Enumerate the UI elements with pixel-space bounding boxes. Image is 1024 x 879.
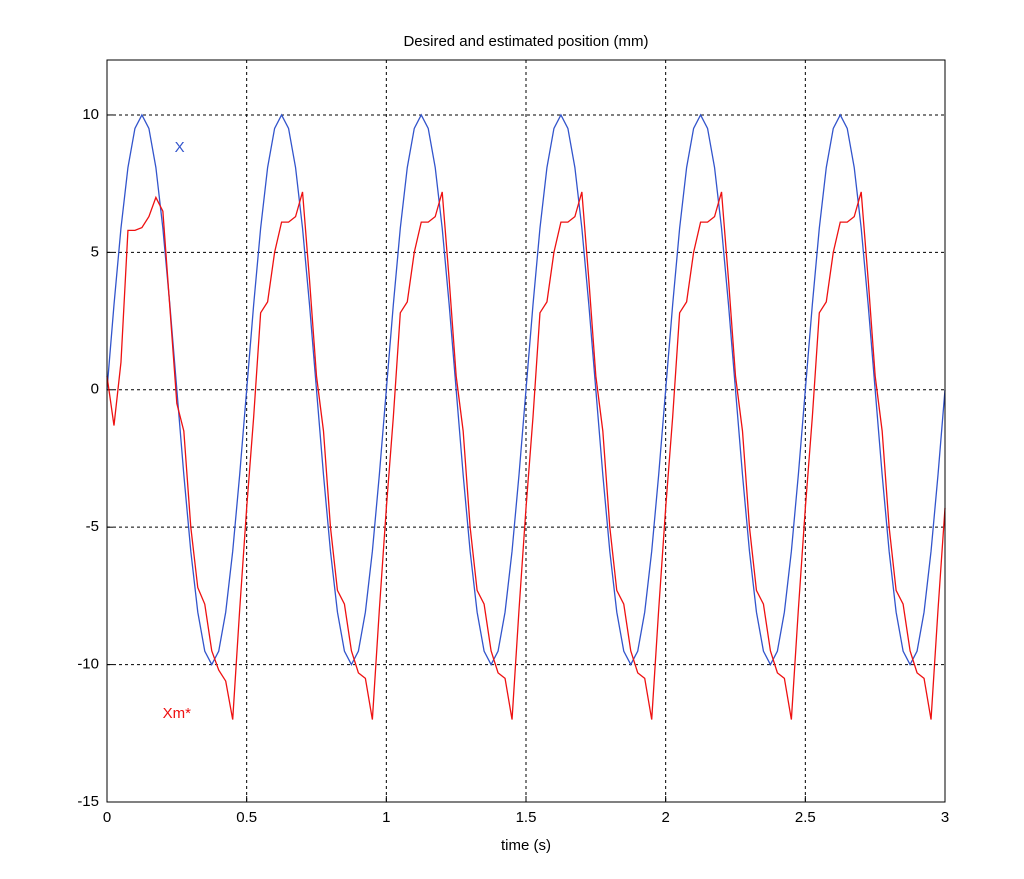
y-tick-label: 5 (91, 243, 99, 260)
x-tick-label: 2 (661, 809, 669, 826)
chart-title: Desired and estimated position (mm) (403, 33, 648, 50)
y-tick-label: -15 (77, 793, 99, 810)
x-tick-label: 0.5 (236, 809, 257, 826)
y-tick-label: -5 (86, 518, 99, 535)
x-tick-label: 0 (103, 809, 111, 826)
data-line (106, 191, 946, 720)
data-line (106, 113, 946, 667)
annotation: X (175, 139, 185, 156)
y-tick-label: 10 (82, 106, 99, 123)
x-tick-label: 2.5 (795, 809, 816, 826)
x-tick-label: 1.5 (516, 809, 537, 826)
x-axis-label: time (s) (501, 837, 551, 854)
x-tick-label: 3 (941, 809, 949, 826)
y-tick-label: 0 (91, 381, 99, 398)
x-tick-label: 1 (382, 809, 390, 826)
annotation: Xm* (163, 705, 192, 722)
axes-frame (106, 59, 946, 803)
y-tick-label: -10 (77, 656, 99, 673)
